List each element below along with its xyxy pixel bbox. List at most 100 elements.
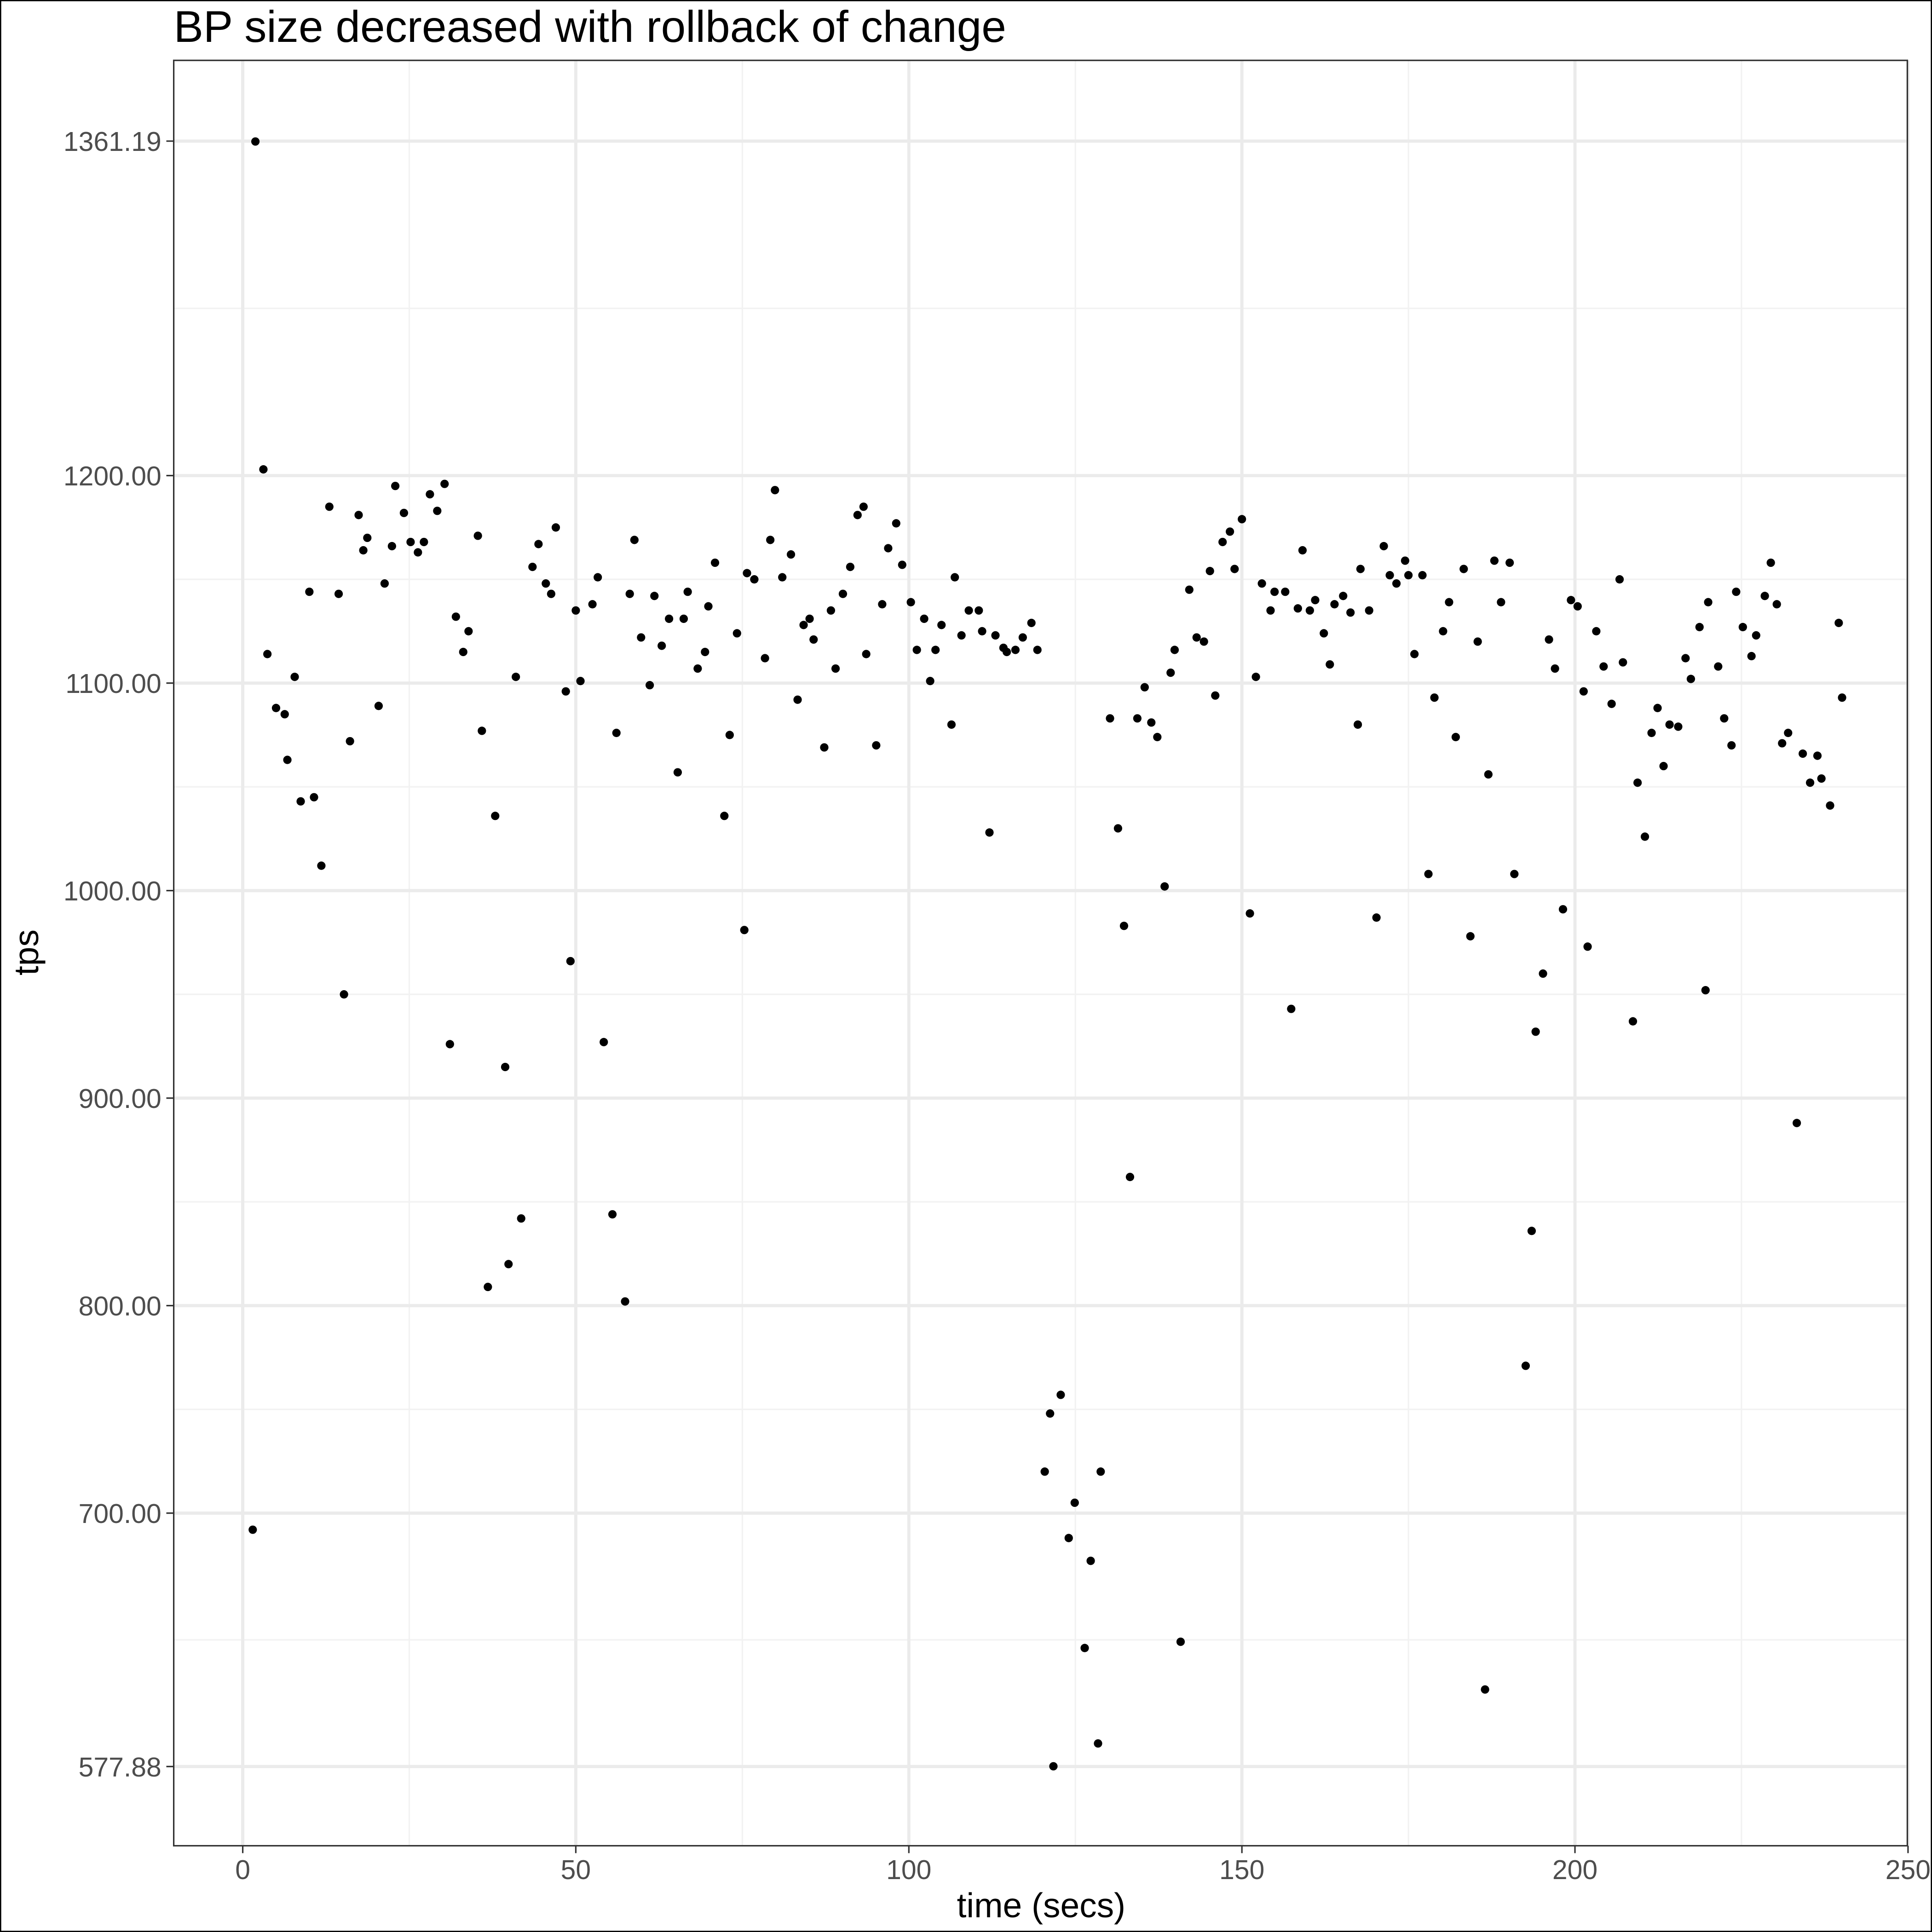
point	[380, 579, 389, 588]
point	[588, 600, 597, 609]
point	[1793, 1119, 1801, 1127]
point	[534, 540, 543, 548]
point	[853, 511, 862, 519]
point	[1701, 986, 1710, 995]
point	[1064, 1534, 1073, 1542]
point	[720, 812, 729, 820]
x-tick-label: 100	[886, 1855, 931, 1885]
point	[1356, 565, 1365, 573]
point	[1615, 575, 1624, 584]
x-tick-label: 250	[1886, 1855, 1931, 1885]
point	[433, 507, 442, 515]
point	[1497, 598, 1505, 606]
point	[1784, 728, 1793, 737]
point	[1826, 801, 1834, 810]
point	[1738, 623, 1747, 631]
point	[1225, 527, 1234, 536]
point	[975, 606, 983, 615]
point	[504, 1260, 513, 1269]
point	[280, 710, 289, 719]
point	[1484, 770, 1493, 779]
point	[512, 673, 520, 681]
point	[1659, 761, 1668, 771]
point	[884, 544, 893, 553]
point	[1070, 1498, 1079, 1507]
point	[473, 531, 482, 540]
point	[420, 537, 428, 547]
y-axis-label: tps	[7, 929, 46, 975]
point	[251, 137, 260, 146]
point	[1125, 1172, 1135, 1182]
point	[892, 519, 900, 528]
point	[1473, 637, 1482, 646]
y-tick-label: 800.00	[79, 1292, 161, 1321]
point	[838, 589, 848, 598]
x-tick-label: 150	[1219, 1855, 1264, 1885]
point	[1119, 922, 1129, 930]
point	[1281, 588, 1290, 596]
point	[657, 641, 666, 650]
point	[898, 560, 906, 569]
point	[1521, 1361, 1530, 1370]
point	[1817, 774, 1826, 783]
point	[1834, 618, 1843, 627]
point	[1430, 693, 1439, 702]
point	[346, 737, 354, 746]
point	[340, 990, 348, 999]
point	[414, 548, 422, 557]
point	[1404, 571, 1413, 580]
point	[440, 479, 449, 488]
point	[1727, 741, 1736, 750]
point	[872, 741, 881, 750]
point	[1140, 683, 1149, 692]
point	[1592, 627, 1601, 635]
point	[1033, 646, 1042, 654]
point	[1653, 704, 1662, 712]
point	[1567, 596, 1575, 605]
point	[646, 681, 654, 690]
point	[363, 533, 372, 542]
point	[1445, 598, 1453, 606]
point	[1558, 905, 1568, 914]
point	[1607, 699, 1616, 708]
point	[831, 664, 840, 673]
point	[576, 677, 585, 686]
point	[957, 631, 966, 640]
axes: 0 50 100 150 200 250 577.88 700.00 800.00 900.00 1…	[63, 127, 1931, 1885]
point	[1200, 637, 1208, 646]
point	[1766, 558, 1775, 567]
point	[561, 687, 570, 696]
point	[608, 1210, 617, 1219]
point	[317, 861, 326, 870]
point	[679, 614, 688, 623]
point	[621, 1297, 629, 1306]
point	[1270, 588, 1279, 596]
point	[1539, 969, 1547, 978]
point	[1205, 567, 1214, 576]
point	[1176, 1638, 1185, 1646]
point	[1211, 691, 1220, 700]
point	[612, 728, 621, 737]
point	[732, 629, 741, 638]
point	[1080, 1644, 1089, 1652]
point	[650, 592, 659, 600]
point	[1003, 647, 1011, 657]
point	[1838, 693, 1846, 702]
point	[1293, 604, 1302, 613]
point	[693, 664, 702, 673]
point	[1579, 687, 1588, 696]
point	[673, 768, 682, 777]
point	[310, 793, 318, 802]
point	[1133, 714, 1142, 723]
point	[1311, 596, 1320, 605]
point	[547, 589, 555, 598]
point	[1170, 646, 1179, 654]
point	[826, 606, 836, 615]
panel-border	[173, 59, 1909, 1847]
point	[1772, 600, 1781, 609]
point	[1094, 1739, 1102, 1748]
point	[1481, 1685, 1489, 1694]
point	[786, 550, 796, 559]
